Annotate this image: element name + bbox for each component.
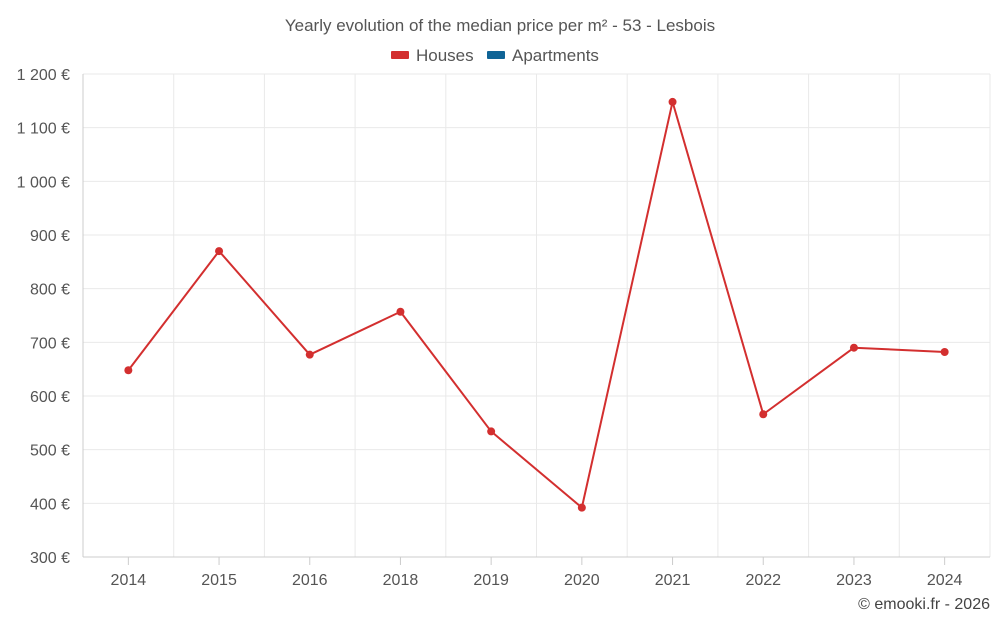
x-tick-label: 2023	[836, 572, 872, 589]
legend-label-apartments: Apartments	[512, 46, 599, 65]
series-line-houses	[127, 100, 945, 509]
legend-label-houses: Houses	[416, 46, 474, 65]
legend-swatch-houses	[391, 51, 409, 59]
legend: Houses Apartments	[391, 46, 599, 65]
x-tick-label: 2014	[111, 572, 147, 589]
grid-lines	[82, 73, 991, 557]
data-point-houses[interactable]	[577, 503, 586, 512]
data-point-houses[interactable]	[124, 366, 133, 375]
data-point-houses[interactable]	[215, 247, 224, 256]
x-tick-label: 2015	[201, 572, 237, 589]
x-tick-label: 2022	[745, 572, 781, 589]
x-tick-label: 2021	[655, 572, 691, 589]
data-point-houses[interactable]	[487, 427, 496, 436]
axes	[82, 74, 990, 565]
y-tick-label: 800 €	[30, 282, 70, 299]
x-tick-label: 2018	[383, 572, 419, 589]
legend-item-houses[interactable]: Houses	[391, 46, 474, 65]
y-tick-label: 900 €	[30, 228, 70, 245]
x-tick-label: 2020	[564, 572, 600, 589]
y-tick-label: 300 €	[30, 550, 70, 567]
data-point-houses[interactable]	[759, 410, 768, 419]
credit-text: © emooki.fr - 2026	[858, 596, 990, 613]
data-point-houses[interactable]	[668, 97, 677, 106]
data-point-houses[interactable]	[305, 350, 314, 359]
y-tick-label: 1 100 €	[17, 121, 70, 138]
y-axis-ticks: 300 € 400 € 500 € 600 € 700 € 800 € 900 € 1 000…	[17, 67, 70, 567]
legend-swatch-apartments	[487, 51, 505, 59]
legend-item-apartments[interactable]: Apartments	[487, 46, 599, 65]
data-point-houses[interactable]	[396, 307, 405, 316]
series	[124, 97, 949, 512]
y-tick-label: 500 €	[30, 443, 70, 460]
x-tick-label: 2024	[927, 572, 963, 589]
y-tick-label: 600 €	[30, 389, 70, 406]
y-tick-label: 1 200 €	[17, 67, 70, 84]
y-tick-label: 400 €	[30, 496, 70, 513]
y-tick-label: 1 000 €	[17, 174, 70, 191]
x-tick-label: 2019	[473, 572, 509, 589]
chart-title: Yearly evolution of the median price per…	[285, 16, 715, 35]
y-tick-label: 700 €	[30, 335, 70, 352]
x-tick-label: 2016	[292, 572, 328, 589]
data-point-houses[interactable]	[849, 343, 858, 352]
data-point-houses[interactable]	[940, 347, 949, 356]
x-axis-ticks: 2014 2015 2016 2018 2019 2020 2021 2022 2023 2024	[111, 572, 963, 589]
